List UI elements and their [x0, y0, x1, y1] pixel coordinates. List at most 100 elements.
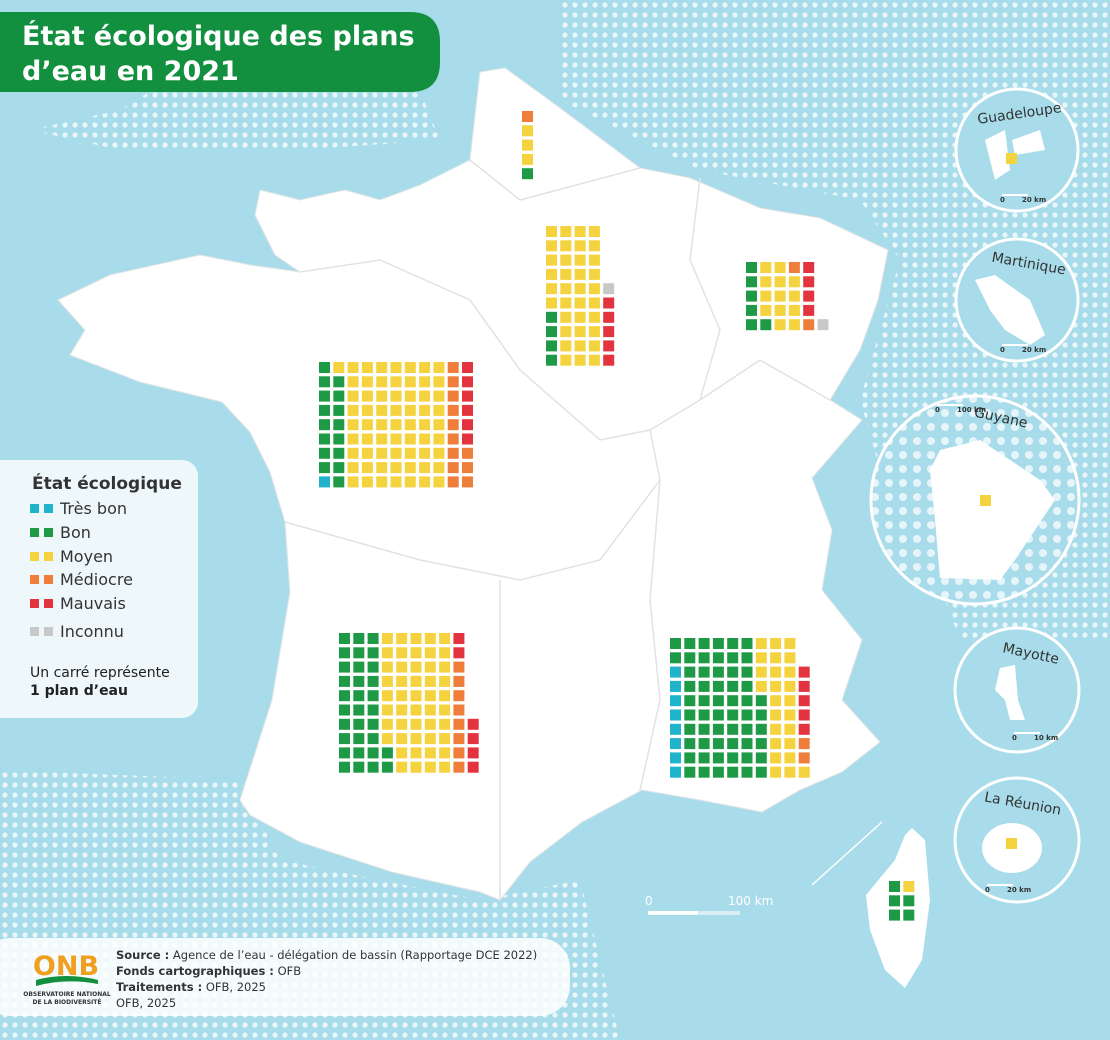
legend-label: Inconnu [60, 622, 124, 641]
water-body-square [712, 752, 724, 764]
water-body-square [784, 652, 796, 664]
water-body-square [741, 723, 753, 735]
water-body-square [462, 404, 473, 416]
water-body-square [712, 766, 724, 778]
scale-bar [648, 911, 698, 915]
water-body-square [574, 297, 586, 309]
credit: OFB, 2025 [116, 996, 176, 1010]
water-body-square [453, 690, 465, 702]
water-body-square [755, 652, 767, 664]
water-body-square [522, 153, 533, 165]
water-body-square [522, 111, 533, 122]
water-body-square [467, 761, 479, 773]
water-body-square [546, 326, 557, 338]
source-text: Agence de l’eau - délégation de bassin (… [173, 948, 537, 962]
source-label: Source : [116, 948, 169, 962]
water-body-square [410, 647, 422, 659]
water-body-square [390, 390, 402, 402]
water-body-square [390, 447, 402, 459]
water-body-square [376, 447, 388, 459]
water-body-square [396, 675, 408, 687]
water-body-square [433, 390, 445, 402]
water-body-square [410, 690, 422, 702]
water-body-square [546, 254, 557, 266]
water-body-square [361, 433, 373, 445]
water-body-square [574, 340, 586, 352]
water-body-square [376, 362, 388, 373]
water-body-square [347, 362, 359, 373]
water-body-square [784, 766, 796, 778]
water-body-square [347, 390, 359, 402]
water-body-square [404, 404, 416, 416]
water-body-square [390, 476, 402, 488]
water-body-square [698, 766, 710, 778]
water-body-square [798, 666, 810, 678]
water-body-square [419, 404, 431, 416]
water-body-square [319, 390, 330, 402]
legend-swatch [44, 599, 53, 608]
water-body-square [353, 747, 365, 759]
water-body-square [424, 761, 436, 773]
legend-box [0, 460, 198, 718]
water-body-square [339, 733, 350, 745]
water-body-square [453, 661, 465, 673]
water-body-square [670, 695, 681, 707]
territory-scale: 20 km [1007, 886, 1031, 894]
water-body-square [770, 680, 782, 692]
water-body-square [447, 447, 459, 459]
water-body-square [1006, 838, 1017, 849]
water-body-square [462, 376, 473, 388]
water-body-square [353, 704, 365, 716]
water-body-square [424, 661, 436, 673]
source-line: Fonds cartographiques : OFB [116, 964, 301, 978]
water-body-square [433, 462, 445, 474]
logo-line: OBSERVATOIRE NATIONAL [23, 991, 111, 998]
water-body-square [319, 419, 330, 431]
water-body-square [347, 462, 359, 474]
source-box [0, 938, 570, 1016]
water-body-square [333, 476, 345, 488]
water-body-square [404, 476, 416, 488]
water-body-square [760, 319, 772, 331]
water-body-square [361, 390, 373, 402]
water-body-square [684, 666, 696, 678]
water-body-square [755, 666, 767, 678]
water-body-square [574, 311, 586, 323]
water-body-square [319, 447, 330, 459]
water-body-square [712, 738, 724, 750]
water-body-square [396, 733, 408, 745]
water-body-square [727, 666, 739, 678]
water-body-square [560, 340, 572, 352]
legend-swatch [30, 599, 39, 608]
water-body-square [433, 376, 445, 388]
legend-label: Moyen [60, 547, 113, 566]
water-body-square [741, 680, 753, 692]
territory-scale: 0 [985, 886, 990, 894]
water-body-square [698, 695, 710, 707]
water-body-square [760, 290, 772, 302]
water-body-square [684, 652, 696, 664]
water-body-square [698, 709, 710, 721]
water-body-square [784, 723, 796, 735]
water-body-square [788, 262, 800, 273]
water-body-square [353, 647, 365, 659]
water-body-square [727, 738, 739, 750]
water-body-square [439, 661, 451, 673]
water-body-square [376, 462, 388, 474]
water-body-square [588, 240, 600, 252]
water-body-square [727, 723, 739, 735]
water-body-square [347, 376, 359, 388]
scale-label: 0 [645, 894, 653, 908]
water-body-square [319, 476, 330, 488]
water-body-square [361, 376, 373, 388]
water-body-square [390, 433, 402, 445]
water-body-square [712, 680, 724, 692]
water-body-square [396, 633, 408, 644]
water-body-square [546, 226, 557, 237]
island [975, 275, 1045, 345]
water-body-square [684, 680, 696, 692]
water-body-square [684, 723, 696, 735]
water-body-square [433, 476, 445, 488]
